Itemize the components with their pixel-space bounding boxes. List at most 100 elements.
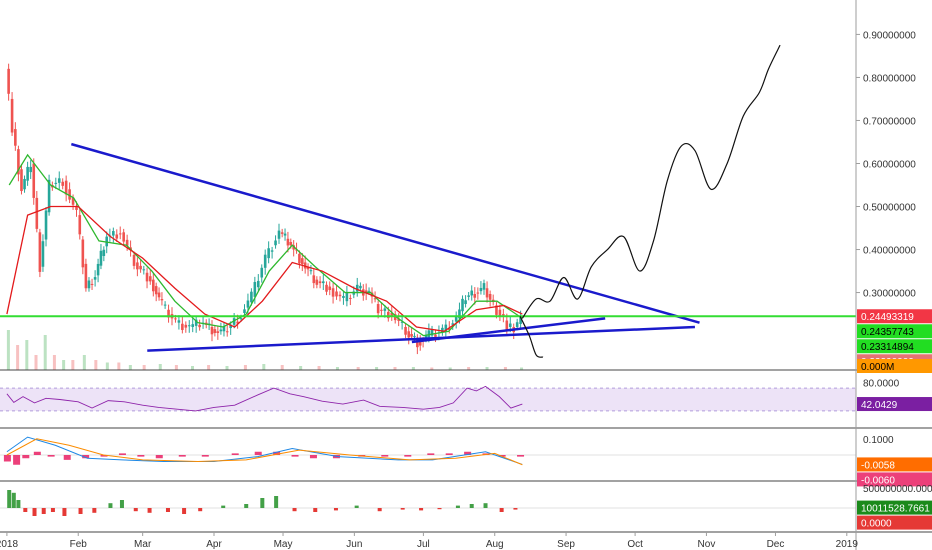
volume-bar — [411, 367, 415, 370]
oscillator-bar — [437, 508, 442, 510]
candle-body — [376, 304, 380, 314]
candle-body — [177, 320, 181, 323]
oscillator-bar — [32, 508, 37, 516]
candle-body — [331, 288, 335, 297]
macd-histogram-bar — [47, 455, 55, 457]
time-axis[interactable]: 2018 Feb Mar Apr May Jun Jul Aug Sep Oct Nov Dec 201… — [0, 532, 858, 550]
volume-bar — [335, 367, 339, 370]
candle-body — [78, 215, 82, 235]
macd-histogram-bar — [155, 455, 163, 459]
candle-body — [75, 206, 78, 210]
candle-body — [280, 232, 284, 234]
volume-bar — [485, 367, 489, 370]
candle-body — [90, 283, 94, 285]
candle-body — [68, 189, 71, 200]
candle-body — [508, 323, 512, 327]
oscillator-bar — [16, 500, 21, 508]
oscillator-bar — [92, 508, 97, 513]
candle-body — [416, 339, 419, 348]
candle-body — [274, 240, 277, 246]
candle-body — [213, 329, 217, 333]
macd-value-badge — [857, 457, 932, 472]
candle-body — [44, 210, 48, 240]
oscillator-bar — [499, 508, 504, 512]
oscillator-bar — [23, 508, 28, 512]
time-tick-label: Nov — [698, 539, 716, 550]
volume-bar — [225, 366, 229, 370]
volume-bar — [520, 367, 524, 370]
macd-histogram-bar — [231, 453, 239, 455]
candle-body — [10, 98, 14, 133]
candle-body — [32, 163, 36, 198]
macd-panel[interactable] — [0, 436, 856, 466]
price-label-badge — [857, 359, 932, 373]
candle-body — [338, 294, 342, 297]
candle-body — [502, 314, 505, 316]
price-tick-label: 0.80000000 — [863, 73, 916, 84]
candle-body — [84, 263, 88, 289]
macd-histogram-bar — [498, 455, 506, 457]
candle-body — [464, 300, 467, 305]
candle-body — [413, 335, 416, 337]
rising-line[interactable] — [411, 317, 606, 344]
candle-body — [194, 319, 198, 326]
candle-body — [99, 250, 103, 266]
price-tick-label: 0.40000000 — [863, 246, 916, 257]
candle-body — [148, 276, 152, 282]
candle-body — [427, 330, 431, 338]
volume-bar — [243, 365, 247, 370]
candle-body — [38, 232, 42, 272]
candle-body — [430, 329, 434, 336]
macd-histogram-bar — [381, 455, 389, 457]
candle-body — [485, 288, 489, 298]
oscillator-bar — [78, 508, 83, 514]
price-tick-label: 0.50000000 — [863, 203, 916, 214]
oscillator-bar — [455, 505, 460, 508]
candle-body — [132, 254, 136, 266]
support-line[interactable] — [147, 325, 695, 352]
volume-bar — [25, 340, 29, 370]
price-tick-label: 0.90000000 — [863, 30, 916, 41]
volume-bar — [117, 362, 121, 370]
macd-line — [6, 436, 523, 465]
candle-body — [470, 290, 474, 296]
price-label-badge-text: 0.000M — [861, 362, 894, 373]
descending-trendline[interactable] — [70, 142, 700, 324]
oscillator-bar — [133, 508, 138, 512]
oscillator-bar — [41, 508, 46, 514]
rsi-panel[interactable] — [0, 385, 856, 412]
candle-body — [289, 242, 293, 246]
candle-body — [139, 265, 142, 270]
candle-body — [397, 318, 400, 321]
candle-body — [476, 292, 480, 294]
oscillator-panel[interactable] — [0, 490, 856, 516]
price-tick-label: 0.70000000 — [863, 116, 916, 127]
oscillator-value-badge — [857, 500, 932, 515]
candle-body — [57, 178, 61, 183]
candle-body — [301, 258, 304, 265]
down-path[interactable] — [519, 315, 544, 358]
candle-body — [174, 318, 177, 320]
candle-body — [142, 269, 146, 271]
volume-bar — [280, 365, 284, 370]
rsi-value-badge-text: 42.0429 — [861, 400, 898, 411]
candle-body — [355, 284, 359, 292]
forecast-path[interactable] — [521, 44, 781, 319]
moving-average-line — [6, 205, 523, 332]
oscillator-tick-label: 500000000.0000 — [863, 484, 932, 495]
candle-body — [473, 293, 477, 298]
volume-bar — [207, 365, 211, 370]
time-tick-label: Jul — [417, 539, 430, 550]
price-panel[interactable] — [0, 44, 856, 370]
candle-body — [325, 284, 328, 292]
candle-body — [345, 292, 349, 302]
candle-body — [191, 324, 195, 327]
candle-body — [163, 304, 167, 306]
candle-body — [87, 280, 91, 289]
rsi-tick-label: 80.0000 — [863, 378, 900, 389]
oscillator-bar — [260, 498, 265, 508]
price-label-badge — [857, 324, 932, 339]
candle-body — [210, 326, 214, 335]
